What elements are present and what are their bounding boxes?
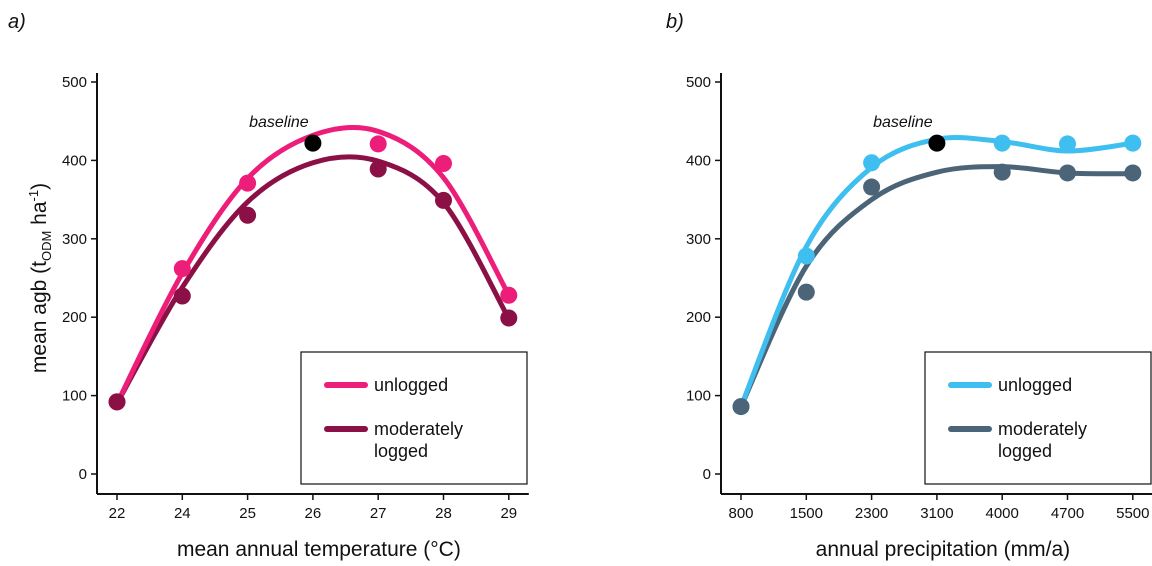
data-point [108, 393, 126, 411]
panel-label: a) [8, 11, 26, 33]
legend-label-line: logged [998, 441, 1052, 461]
panel-b: b) 0 100 200 300 400 500 800 1500 2300 3100 4000 470… [666, 11, 1152, 561]
y-tick-label: 300 [686, 231, 711, 248]
data-point [239, 174, 257, 192]
y-axis-title-superscript: -1 [26, 190, 41, 202]
legend-label-line: logged [374, 441, 428, 461]
y-tick-label: 100 [686, 388, 711, 405]
x-tick-label: 3100 [920, 505, 953, 522]
data-point [1059, 135, 1076, 153]
baseline-point [928, 134, 946, 152]
y-tick-label: 200 [62, 309, 87, 326]
data-point [173, 260, 191, 278]
y-axis-title-subscript: ODM [39, 231, 54, 261]
x-tick-label: 1500 [790, 505, 823, 522]
legend-label: moderately logged [374, 419, 463, 461]
baseline-annotation: baseline [249, 114, 309, 131]
y-tick-label: 0 [703, 466, 711, 483]
baseline-annotation: baseline [873, 114, 933, 131]
legend-label: unlogged [998, 375, 1072, 395]
legend-label: unlogged [374, 375, 448, 395]
data-point [1059, 164, 1076, 182]
y-axis-title-main: mean agb (t [28, 261, 51, 373]
y-axis-title: mean agb (tODM ha-1) [26, 183, 54, 373]
y-tick-label: 400 [62, 152, 87, 169]
data-point [1124, 134, 1142, 152]
y-tick-label: 400 [686, 152, 711, 169]
data-point [435, 191, 452, 209]
x-tick-label: 28 [435, 505, 452, 522]
y-tick-label: 500 [686, 74, 711, 91]
legend-label: moderately logged [998, 419, 1087, 461]
legend-label-line: unlogged [998, 375, 1072, 395]
data-point [369, 135, 387, 153]
legend-label-line: moderately [374, 419, 463, 439]
y-tick-label: 100 [62, 388, 87, 405]
panel-a: a) 0 100 200 300 400 500 22 24 25 26 27 28 29 mean ann… [8, 11, 529, 561]
data-point [797, 247, 815, 265]
x-tick-label: 4000 [986, 505, 1019, 522]
x-tick-label: 26 [305, 505, 322, 522]
x-tick-label: 5500 [1116, 505, 1149, 522]
x-tick-label: 24 [174, 505, 191, 522]
data-point [993, 134, 1011, 152]
data-point [435, 155, 452, 173]
y-tick-label: 200 [686, 309, 711, 326]
x-tick-label: 25 [239, 505, 256, 522]
y-axis-title-close: ) [28, 183, 51, 190]
panel-label: b) [666, 11, 684, 33]
y-tick-label: 0 [79, 466, 87, 483]
y-tick-label: 300 [62, 231, 87, 248]
data-point [863, 178, 881, 196]
x-tick-label: 4700 [1051, 505, 1084, 522]
data-point [732, 398, 750, 416]
data-point [993, 163, 1011, 181]
y-tick-label: 500 [62, 74, 87, 91]
data-point [500, 309, 518, 327]
legend-box [924, 351, 1152, 485]
data-point [863, 154, 881, 172]
x-tick-label: 27 [370, 505, 387, 522]
legend-label-line: unlogged [374, 375, 448, 395]
legend-label-line: moderately [998, 419, 1087, 439]
legend-box [300, 351, 528, 485]
x-tick-label: 800 [728, 505, 753, 522]
data-point [797, 283, 815, 301]
x-axis-title: mean annual temperature (°C) [177, 538, 461, 561]
baseline-point [304, 134, 322, 152]
x-tick-label: 29 [500, 505, 517, 522]
data-point [369, 160, 387, 178]
data-point [173, 287, 191, 305]
y-axis-title-unit: ha [28, 201, 51, 231]
x-tick-label: 22 [109, 505, 126, 522]
x-tick-label: 2300 [855, 505, 888, 522]
data-point [239, 206, 257, 224]
data-point [1124, 164, 1142, 182]
x-axis-title: annual precipitation (mm/a) [816, 538, 1070, 561]
data-point [500, 286, 518, 304]
